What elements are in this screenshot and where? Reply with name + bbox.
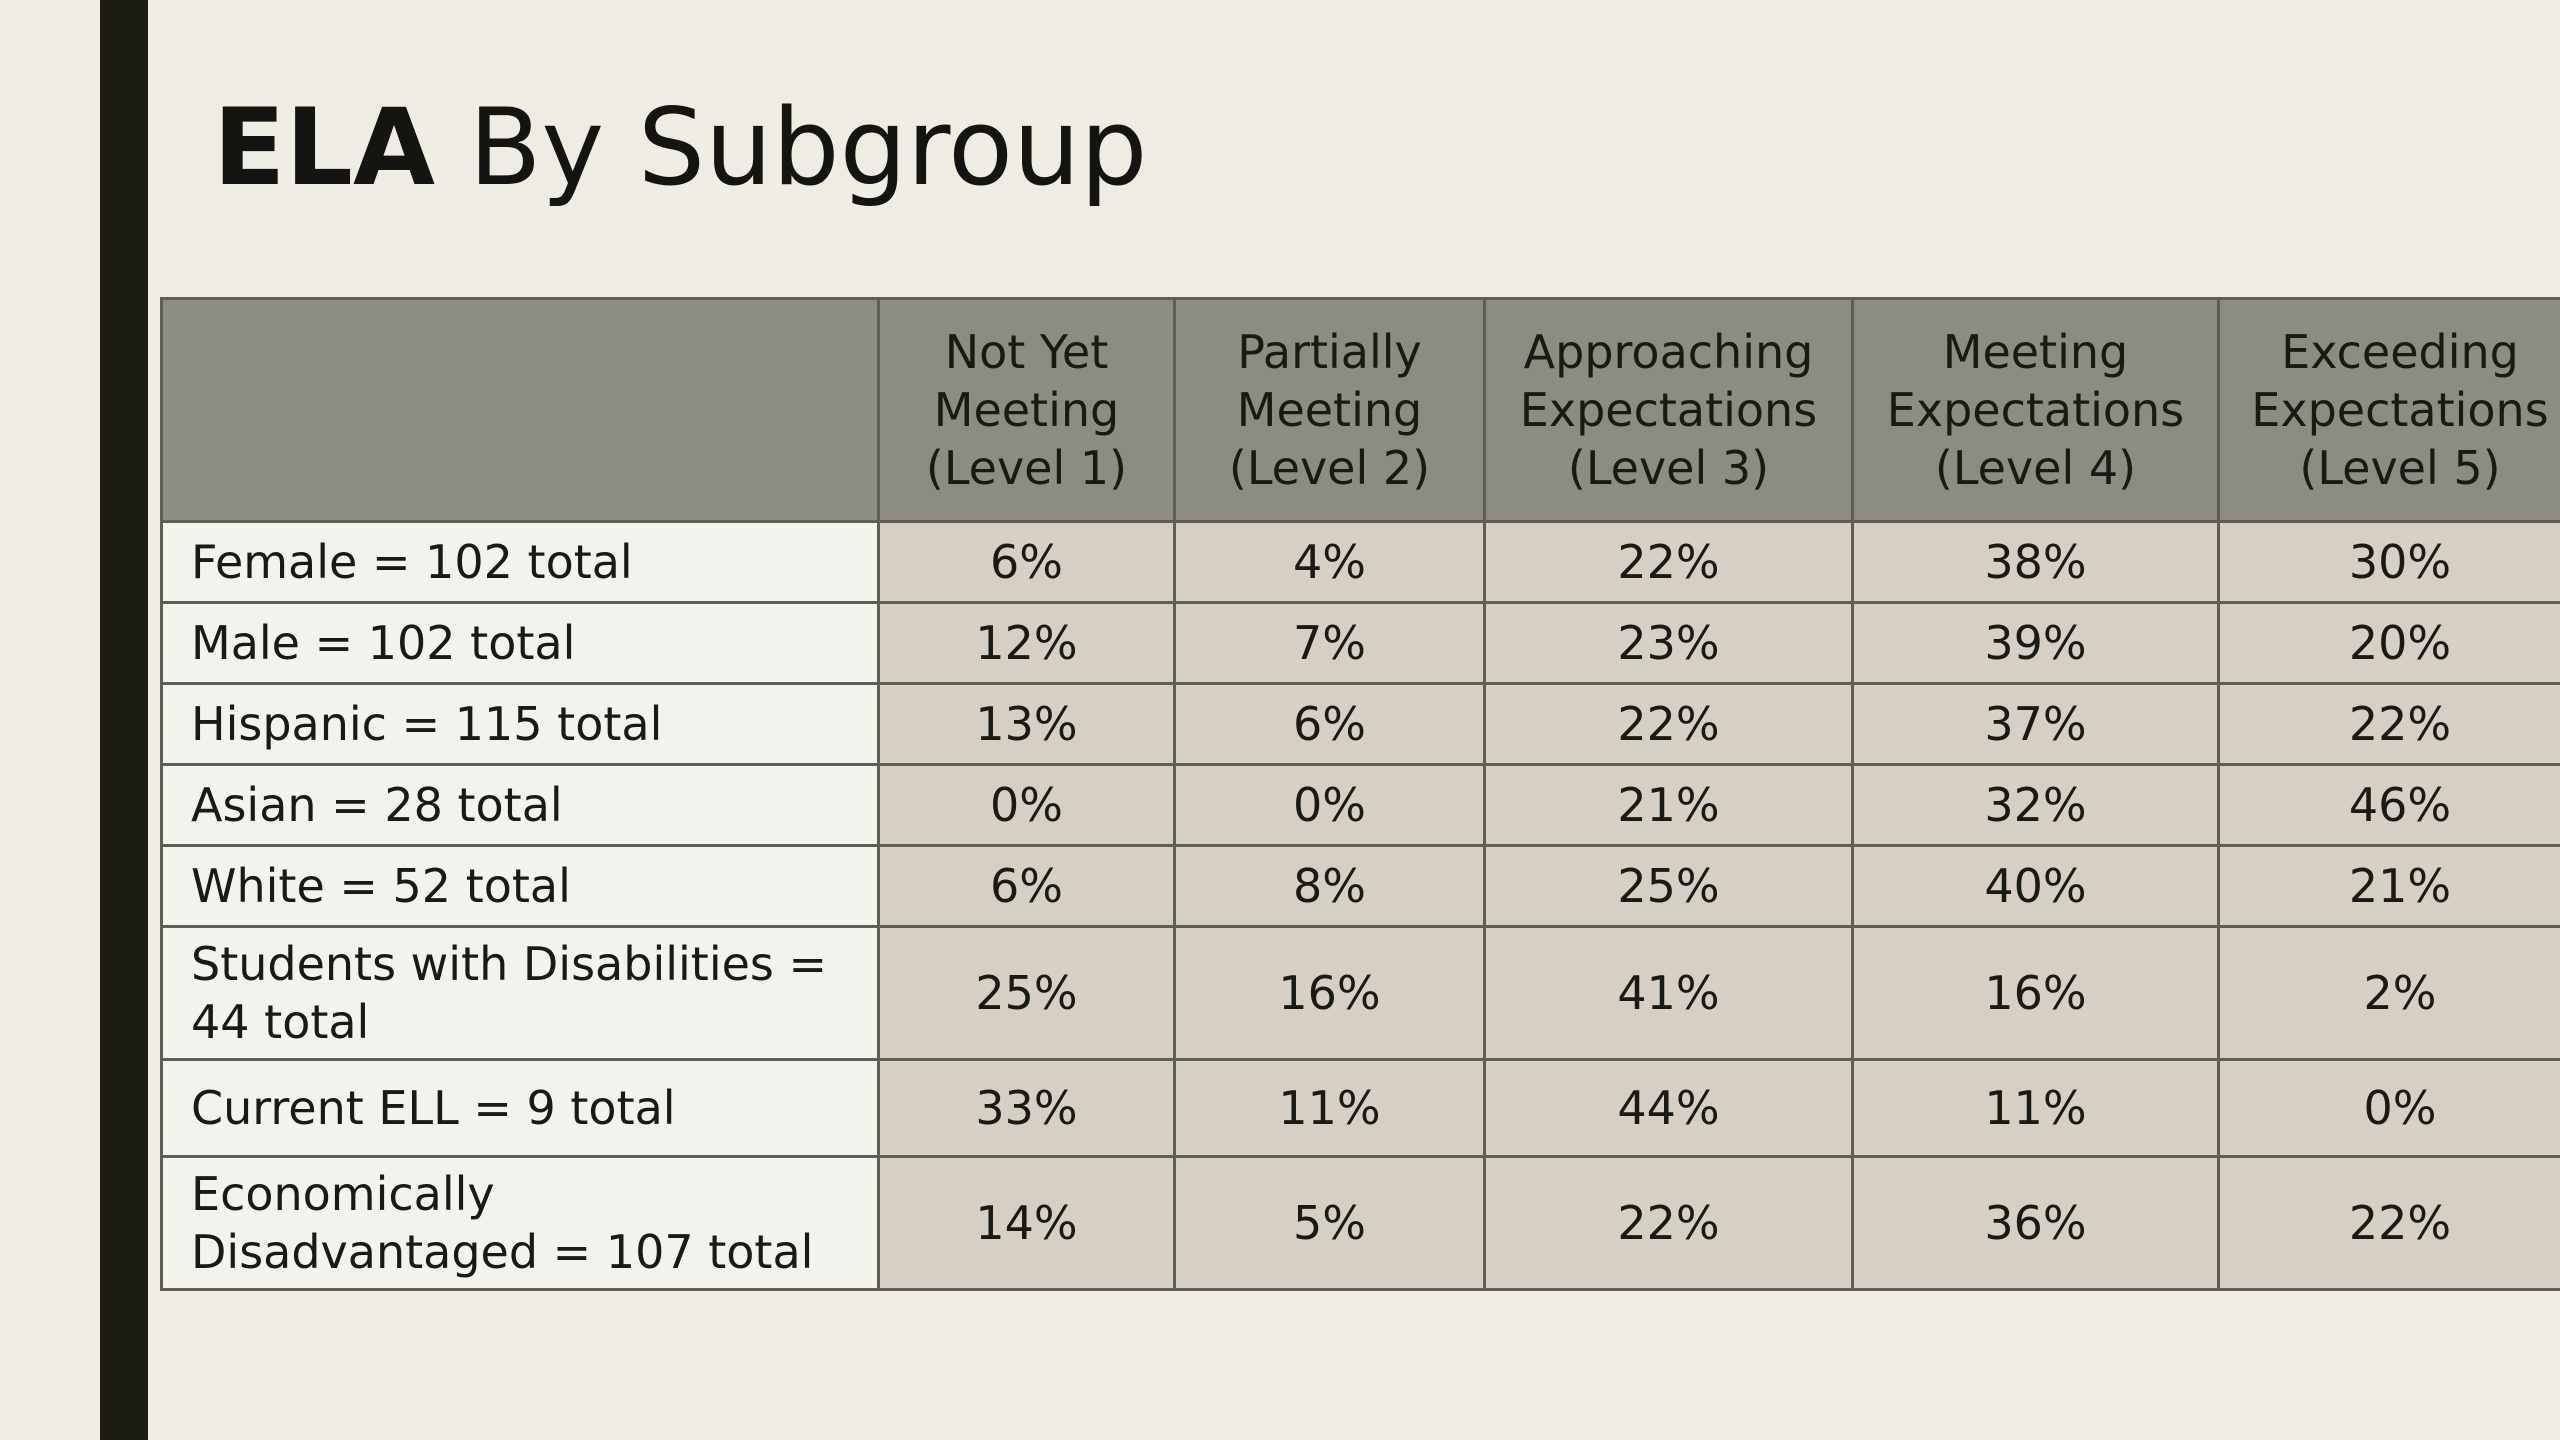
table-cell: 11%	[1173, 1058, 1486, 1158]
header-level-1: Not Yet Meeting (Level 1)	[877, 297, 1176, 523]
table-cell: 30%	[2217, 520, 2560, 604]
table-cell: 33%	[877, 1058, 1176, 1158]
table-cell: 36%	[1851, 1155, 2220, 1291]
table-cell: 41%	[1483, 925, 1854, 1061]
row-label: Asian = 28 total	[160, 763, 880, 847]
header-level-3: Approaching Expectations (Level 3)	[1483, 297, 1854, 523]
header-level-4: Meeting Expectations (Level 4)	[1851, 297, 2220, 523]
table-cell: 16%	[1851, 925, 2220, 1061]
row-label: Male = 102 total	[160, 601, 880, 685]
header-level-5: Exceeding Expectations (Level 5)	[2217, 297, 2560, 523]
table-cell: 25%	[1483, 844, 1854, 928]
table-cell: 2%	[2217, 925, 2560, 1061]
table-cell: 37%	[1851, 682, 2220, 766]
header-cell-corner	[160, 297, 880, 523]
table-cell: 22%	[1483, 682, 1854, 766]
table-cell: 21%	[1483, 763, 1854, 847]
table-cell: 20%	[2217, 601, 2560, 685]
table-row-female: Female = 102 total 6% 4% 22% 38% 30%	[160, 520, 2560, 604]
table-row-hispanic: Hispanic = 115 total 13% 6% 22% 37% 22%	[160, 682, 2560, 766]
table-row-swd: Students with Disabilities = 44 total 25…	[160, 925, 2560, 1061]
table-cell: 0%	[2217, 1058, 2560, 1158]
table-cell: 8%	[1173, 844, 1486, 928]
table-cell: 6%	[877, 844, 1176, 928]
title-rest: By Subgroup	[435, 86, 1148, 209]
row-label: Current ELL = 9 total	[160, 1058, 880, 1158]
table-cell: 6%	[877, 520, 1176, 604]
table-cell: 22%	[2217, 1155, 2560, 1291]
row-label: White = 52 total	[160, 844, 880, 928]
table-cell: 7%	[1173, 601, 1486, 685]
table-cell: 22%	[1483, 1155, 1854, 1291]
table-cell: 5%	[1173, 1155, 1486, 1291]
table-cell: 0%	[877, 763, 1176, 847]
subgroup-table: Not Yet Meeting (Level 1) Partially Meet…	[160, 297, 2560, 1291]
header-row: Not Yet Meeting (Level 1) Partially Meet…	[160, 297, 2560, 523]
table-cell: 46%	[2217, 763, 2560, 847]
table-cell: 11%	[1851, 1058, 2220, 1158]
table-cell: 25%	[877, 925, 1176, 1061]
table-cell: 21%	[2217, 844, 2560, 928]
slide-title: ELA By Subgroup	[213, 78, 1147, 218]
table-cell: 38%	[1851, 520, 2220, 604]
table-row-white: White = 52 total 6% 8% 25% 40% 21%	[160, 844, 2560, 928]
title-bold: ELA	[213, 86, 435, 209]
table-cell: 12%	[877, 601, 1176, 685]
table-cell: 22%	[2217, 682, 2560, 766]
accent-bar	[100, 0, 148, 1440]
row-label: Students with Disabilities = 44 total	[160, 925, 880, 1061]
table-cell: 6%	[1173, 682, 1486, 766]
table-container: Not Yet Meeting (Level 1) Partially Meet…	[160, 297, 2560, 1291]
row-label: Hispanic = 115 total	[160, 682, 880, 766]
table-cell: 4%	[1173, 520, 1486, 604]
table-cell: 16%	[1173, 925, 1486, 1061]
table-row-econ-disadvantaged: Economically Disadvantaged = 107 total 1…	[160, 1155, 2560, 1291]
table-cell: 14%	[877, 1155, 1176, 1291]
table-cell: 0%	[1173, 763, 1486, 847]
table-cell: 39%	[1851, 601, 2220, 685]
header-level-2: Partially Meeting (Level 2)	[1173, 297, 1486, 523]
row-label: Female = 102 total	[160, 520, 880, 604]
table-cell: 40%	[1851, 844, 2220, 928]
row-label: Economically Disadvantaged = 107 total	[160, 1155, 880, 1291]
table-cell: 44%	[1483, 1058, 1854, 1158]
table-row-ell: Current ELL = 9 total 33% 11% 44% 11% 0%	[160, 1058, 2560, 1158]
table-cell: 22%	[1483, 520, 1854, 604]
table-cell: 23%	[1483, 601, 1854, 685]
table-cell: 13%	[877, 682, 1176, 766]
table-cell: 32%	[1851, 763, 2220, 847]
table-row-male: Male = 102 total 12% 7% 23% 39% 20%	[160, 601, 2560, 685]
table-row-asian: Asian = 28 total 0% 0% 21% 32% 46%	[160, 763, 2560, 847]
